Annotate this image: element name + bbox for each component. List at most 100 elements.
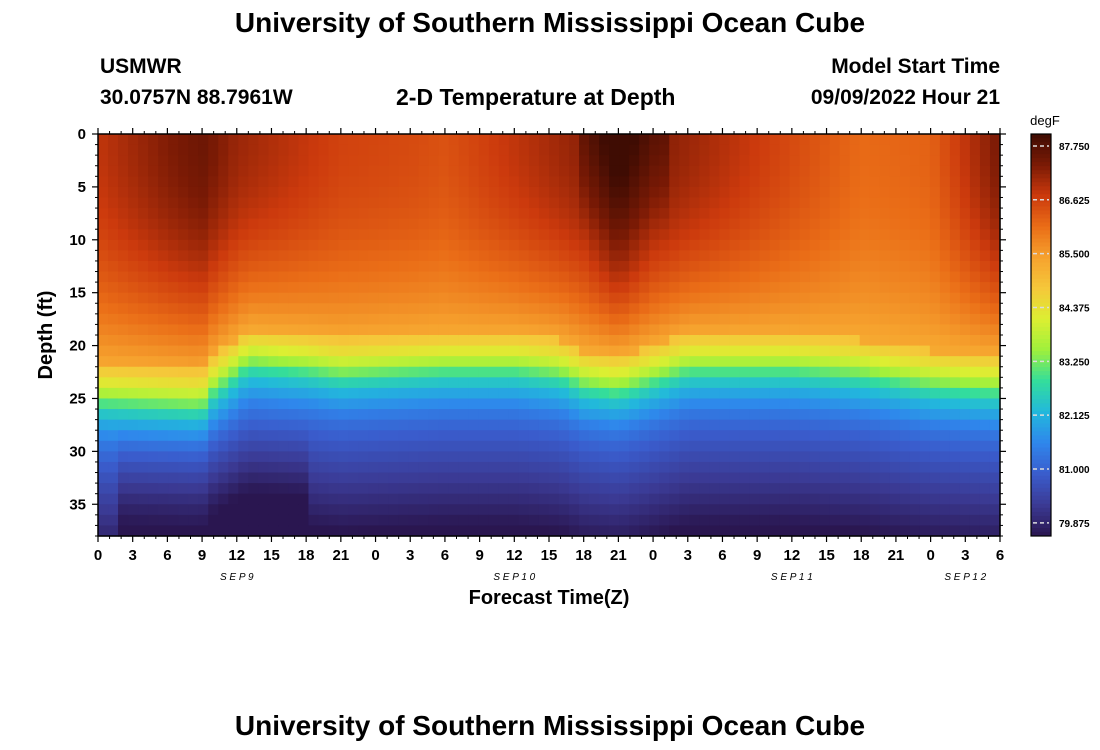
heatmap-cell <box>218 324 229 336</box>
heatmap-cell <box>649 430 660 442</box>
heatmap-cell <box>428 514 440 527</box>
heatmap-cell <box>268 250 279 262</box>
heatmap-cell <box>919 271 931 283</box>
heatmap-cell <box>258 335 269 347</box>
heatmap-cell <box>949 366 961 378</box>
heatmap-cell <box>729 165 741 177</box>
heatmap-cell <box>178 282 189 294</box>
heatmap-cell <box>849 451 861 463</box>
heatmap-cell <box>899 345 911 357</box>
colorbar-segment <box>1031 190 1051 195</box>
heatmap-cell <box>909 504 921 516</box>
heatmap-cell <box>418 165 430 177</box>
heatmap-cell <box>308 387 320 400</box>
heatmap-cell <box>809 504 821 516</box>
heatmap-cell <box>589 303 600 315</box>
heatmap-cell <box>969 229 981 241</box>
heatmap-cell <box>408 356 420 368</box>
heatmap-cell <box>929 409 941 421</box>
heatmap-cell <box>108 493 119 505</box>
heatmap-cell <box>639 186 650 199</box>
heatmap-cell <box>899 409 911 421</box>
heatmap-cell <box>118 250 129 262</box>
heatmap-cell <box>178 398 189 410</box>
heatmap-cell <box>609 377 620 389</box>
heatmap-cell <box>498 271 510 283</box>
heatmap-cell <box>538 409 550 421</box>
heatmap-cell <box>248 176 259 188</box>
heatmap-cell <box>749 493 761 505</box>
heatmap-cell <box>438 335 450 347</box>
heatmap-cell <box>338 250 350 262</box>
heatmap-cell <box>478 250 490 262</box>
heatmap-cell <box>559 250 570 262</box>
heatmap-cell <box>288 197 300 209</box>
heatmap-cell <box>318 282 330 294</box>
heatmap-cell <box>398 504 410 516</box>
heatmap-cell <box>939 260 951 273</box>
heatmap-cell <box>859 387 871 400</box>
heatmap-cell <box>759 356 771 368</box>
heatmap-cell <box>478 377 490 389</box>
heatmap-cell <box>689 356 700 368</box>
heatmap-cell <box>208 197 219 209</box>
heatmap-cell <box>929 430 941 442</box>
heatmap-cell <box>749 239 761 251</box>
heatmap-cell <box>308 461 320 474</box>
heatmap-cell <box>849 324 861 336</box>
heatmap-cell <box>448 525 460 537</box>
heatmap-cell <box>679 218 690 230</box>
heatmap-cell <box>178 176 189 188</box>
heatmap-cell <box>799 313 811 326</box>
heatmap-cell <box>579 271 590 283</box>
heatmap-cell <box>789 377 801 389</box>
heatmap-cell <box>328 303 340 315</box>
heatmap-cell <box>258 239 269 251</box>
heatmap-cell <box>599 440 610 452</box>
heatmap-cell <box>408 303 420 315</box>
heatmap-cell <box>749 282 761 294</box>
heatmap-cell <box>659 345 670 357</box>
heatmap-cell <box>979 134 991 146</box>
heatmap-cell <box>949 419 961 431</box>
heatmap-cell <box>328 144 340 156</box>
heatmap-cell <box>398 398 410 410</box>
heatmap-cell <box>158 144 169 156</box>
heatmap-cell <box>849 366 861 378</box>
heatmap-cell <box>639 335 650 347</box>
heatmap-cell <box>789 525 801 537</box>
heatmap-cell <box>829 176 841 188</box>
heatmap-cell <box>789 409 801 421</box>
heatmap-cell <box>839 356 851 368</box>
heatmap-cell <box>448 197 460 209</box>
heatmap-cell <box>949 430 961 442</box>
heatmap-cell <box>378 419 390 431</box>
heatmap-cell <box>228 504 239 516</box>
heatmap-cell <box>348 292 360 304</box>
heatmap-cell <box>128 250 139 262</box>
heatmap-cell <box>388 218 400 230</box>
heatmap-cell <box>659 356 670 368</box>
heatmap-cell <box>699 197 710 209</box>
heatmap-cell <box>368 186 380 199</box>
heatmap-cell <box>899 451 911 463</box>
heatmap-cell <box>458 504 470 516</box>
heatmap-cell <box>729 493 741 505</box>
colorbar-segment <box>1031 411 1051 416</box>
heatmap-cell <box>358 134 370 146</box>
x-tick-label: 15 <box>541 547 558 564</box>
heatmap-cell <box>218 514 229 527</box>
heatmap-cell <box>939 366 951 378</box>
heatmap-cell <box>168 451 179 463</box>
heatmap-cell <box>669 229 680 241</box>
heatmap-cell <box>248 419 259 431</box>
heatmap-cell <box>789 335 801 347</box>
colorbar-segment <box>1031 226 1051 231</box>
heatmap-cell <box>619 409 630 421</box>
heatmap-cell <box>468 493 480 505</box>
heatmap-cell <box>969 218 981 230</box>
heatmap-cell <box>639 461 650 474</box>
heatmap-cell <box>619 483 630 495</box>
heatmap-cell <box>659 430 670 442</box>
heatmap-cell <box>549 218 560 230</box>
